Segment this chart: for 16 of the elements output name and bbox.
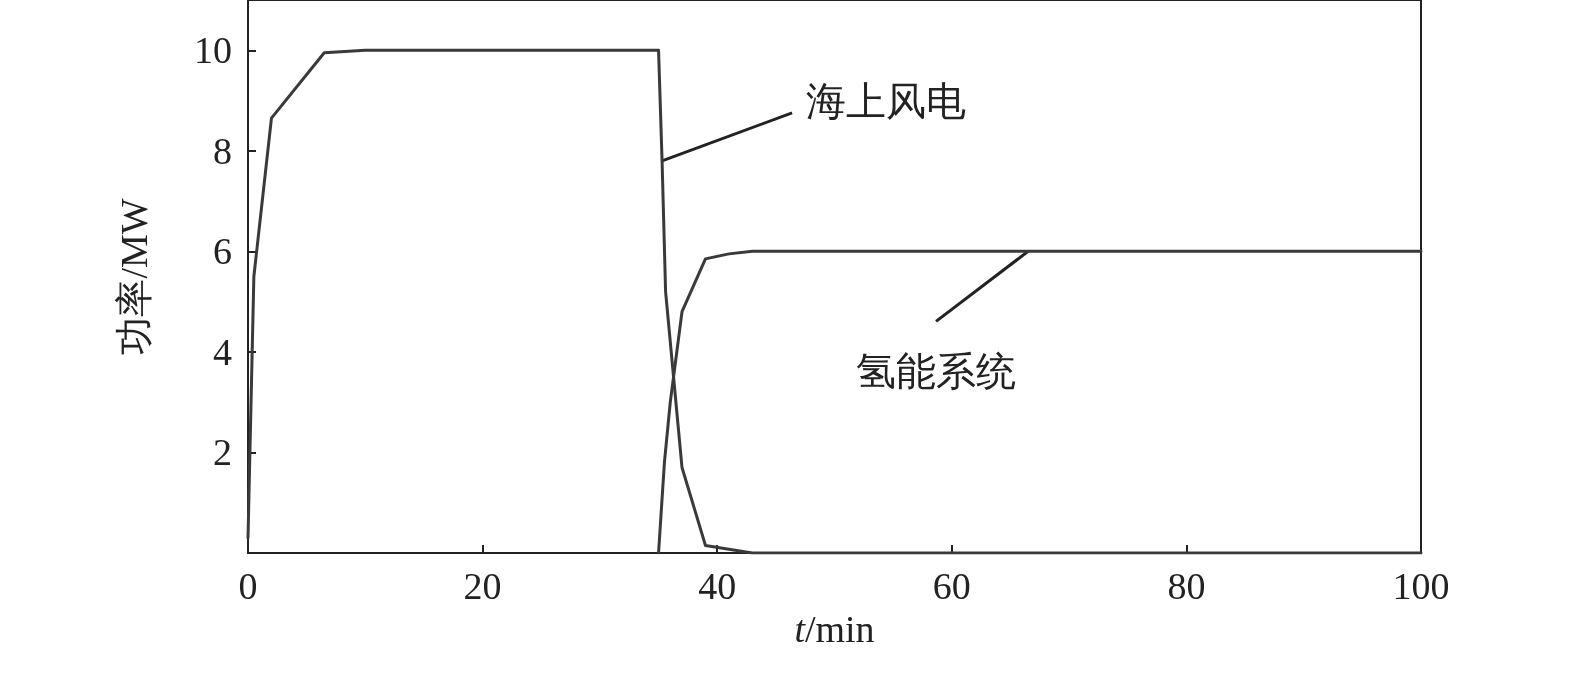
x-tick-label: 60: [932, 565, 971, 607]
y-tick-label: 6: [213, 230, 232, 273]
x-tick-label: 80: [1167, 565, 1206, 607]
x-tick-label: 40: [698, 565, 737, 607]
y-tick-label: 4: [213, 330, 232, 373]
x-tick-label: 20: [463, 565, 502, 607]
y-tick-label: 2: [213, 431, 232, 474]
line-series: [246, 48, 1423, 555]
y-tick-label: 8: [213, 129, 232, 172]
annotation: 氢能系统: [856, 348, 1017, 395]
annotation: 海上风电: [806, 77, 967, 124]
y-tick-label: 10: [194, 29, 232, 72]
y-axis-title: 功率/MW: [113, 198, 155, 355]
x-axis-title: t/min: [794, 607, 875, 650]
x-tick-label: 100: [1392, 565, 1450, 607]
x-tick-label: 0: [238, 565, 258, 607]
